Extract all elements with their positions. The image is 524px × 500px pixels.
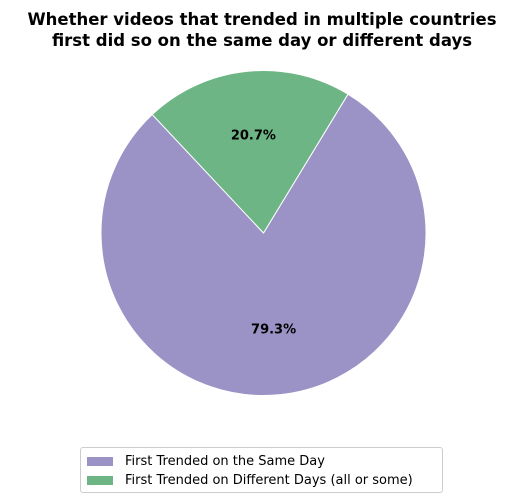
legend-swatch-different-days: [87, 476, 113, 485]
pie-label-different-days: 20.7%: [231, 129, 276, 144]
legend-swatch-same-day: [87, 457, 113, 466]
pie-label-same-day: 79.3%: [251, 322, 296, 337]
chart-title-line-2: first did so on the same day or differen…: [51, 31, 473, 50]
legend-item-different-days: First Trended on Different Days (all or …: [87, 471, 434, 490]
legend-label-different-days: First Trended on Different Days (all or …: [125, 473, 413, 488]
chart-title-line-1: Whether videos that trended in multiple …: [27, 10, 497, 29]
legend-label-same-day: First Trended on the Same Day: [125, 454, 325, 469]
legend: First Trended on the Same Day First Tren…: [80, 447, 443, 493]
pie-slice-different-days: [151, 70, 349, 234]
pie-chart: 79.3% 20.7%: [100, 70, 427, 396]
chart-title: Whether videos that trended in multiple …: [0, 9, 524, 51]
pie-slice-same-day: [100, 93, 427, 396]
legend-item-same-day: First Trended on the Same Day: [87, 452, 434, 471]
